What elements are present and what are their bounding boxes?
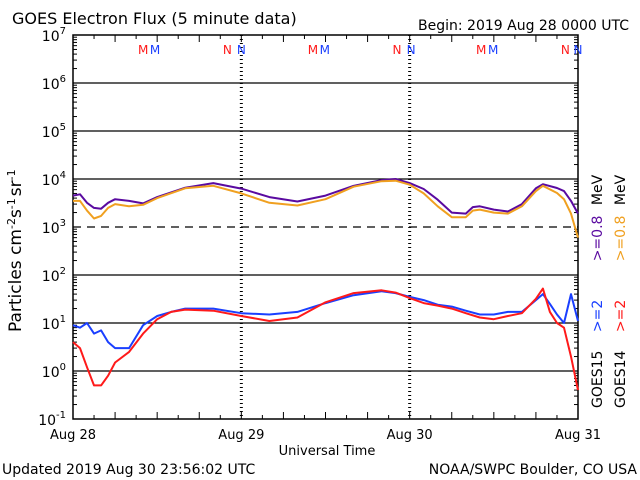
x-tick-labels: Aug 28 Aug 29 Aug 30 Aug 31 bbox=[50, 428, 601, 443]
legend-goes14-label: GOES14 bbox=[613, 350, 629, 408]
x-tick-label: Aug 29 bbox=[218, 428, 264, 443]
y-axis-label-mid2: sr bbox=[6, 180, 26, 196]
y-axis-label-sup2: -1 bbox=[5, 198, 18, 209]
series-goes15-08mev bbox=[72, 178, 579, 215]
svg-text:Particles cm-2s-1sr-1: Particles cm-2s-1sr-1 bbox=[5, 169, 26, 332]
x-tick-label: Aug 30 bbox=[387, 428, 433, 443]
legend-goes14-08mev: >=0.8 bbox=[613, 216, 629, 262]
begin-time: Begin: 2019 Aug 28 0000 UTC bbox=[418, 18, 629, 34]
y-tick-labels: 10-1 100 101 102 103 104 105 106 107 bbox=[38, 26, 66, 429]
legend-goes15-2mev: >=2 bbox=[590, 300, 606, 332]
legend: GOES15 >=2 >=0.8 MeV GOES14 >=2 >=0.8 Me… bbox=[590, 174, 629, 408]
y-axis-label-sup1: -2 bbox=[5, 218, 18, 229]
legend-goes15-label: GOES15 bbox=[590, 351, 606, 408]
plot-area: M M MM M MN N NN N N bbox=[72, 34, 583, 420]
mn-marker: M bbox=[476, 43, 486, 57]
y-tick-label: 104 bbox=[42, 170, 66, 189]
mn-marker: N bbox=[407, 43, 416, 57]
mn-marker: N bbox=[393, 43, 402, 57]
legend-mev-b: MeV bbox=[613, 174, 629, 205]
y-axis-label: Particles cm-2s-1sr-1 bbox=[5, 169, 26, 332]
y-axis-label-main: Particles cm bbox=[6, 229, 26, 332]
mn-marker: N bbox=[223, 43, 232, 57]
mn-markers: M M MM M MN N NN N N bbox=[138, 43, 583, 57]
updated-timestamp: Updated 2019 Aug 30 23:56:02 UTC bbox=[2, 462, 255, 478]
y-tick-label: 105 bbox=[42, 122, 66, 141]
chart-title: GOES Electron Flux (5 minute data) bbox=[12, 9, 297, 28]
y-tick-label: 102 bbox=[42, 266, 66, 285]
series-lines bbox=[72, 178, 579, 391]
y-tick-label: 101 bbox=[42, 314, 66, 333]
legend-goes14: GOES14 >=2 >=0.8 MeV bbox=[613, 174, 629, 408]
mn-marker: M bbox=[488, 43, 498, 57]
y-tick-label: 107 bbox=[42, 26, 66, 45]
legend-goes15: GOES15 >=2 >=0.8 MeV bbox=[590, 174, 606, 408]
mn-marker: M bbox=[320, 43, 330, 57]
mn-marker: M bbox=[308, 43, 318, 57]
mn-marker: M bbox=[150, 43, 160, 57]
y-axis-label-mid1: s bbox=[6, 209, 26, 218]
y-tick-label: 106 bbox=[42, 74, 66, 93]
x-axis-label: Universal Time bbox=[279, 444, 376, 459]
legend-goes14-2mev: >=2 bbox=[613, 300, 629, 332]
series-goes14-2mev bbox=[72, 287, 579, 391]
credit-text: NOAA/SWPC Boulder, CO USA bbox=[429, 462, 638, 478]
series-goes14-08mev bbox=[73, 179, 579, 238]
x-tick-label: Aug 28 bbox=[50, 428, 96, 443]
y-axis-label-sup3: -1 bbox=[5, 169, 18, 180]
mn-marker: N bbox=[237, 43, 246, 57]
legend-goes15-08mev: >=0.8 bbox=[590, 216, 606, 262]
day-dividers bbox=[239, 35, 412, 419]
svg-text:GOES15 >=2 >=0: GOES15 >=2 >=0.8 MeV bbox=[590, 174, 606, 408]
x-tick-label: Aug 31 bbox=[555, 428, 601, 443]
mn-marker: N bbox=[574, 43, 583, 57]
series-goes15-2mev bbox=[72, 290, 579, 350]
mn-marker: N bbox=[561, 43, 570, 57]
mn-marker: M bbox=[138, 43, 148, 57]
legend-mev-a: MeV bbox=[590, 174, 606, 205]
y-tick-label: 10-1 bbox=[38, 410, 66, 429]
horizontal-gridlines bbox=[73, 82, 578, 372]
y-tick-label: 100 bbox=[42, 362, 66, 381]
y-tick-label: 103 bbox=[42, 218, 66, 237]
svg-text:GOES14 >=2 >=0: GOES14 >=2 >=0.8 MeV bbox=[613, 174, 629, 408]
